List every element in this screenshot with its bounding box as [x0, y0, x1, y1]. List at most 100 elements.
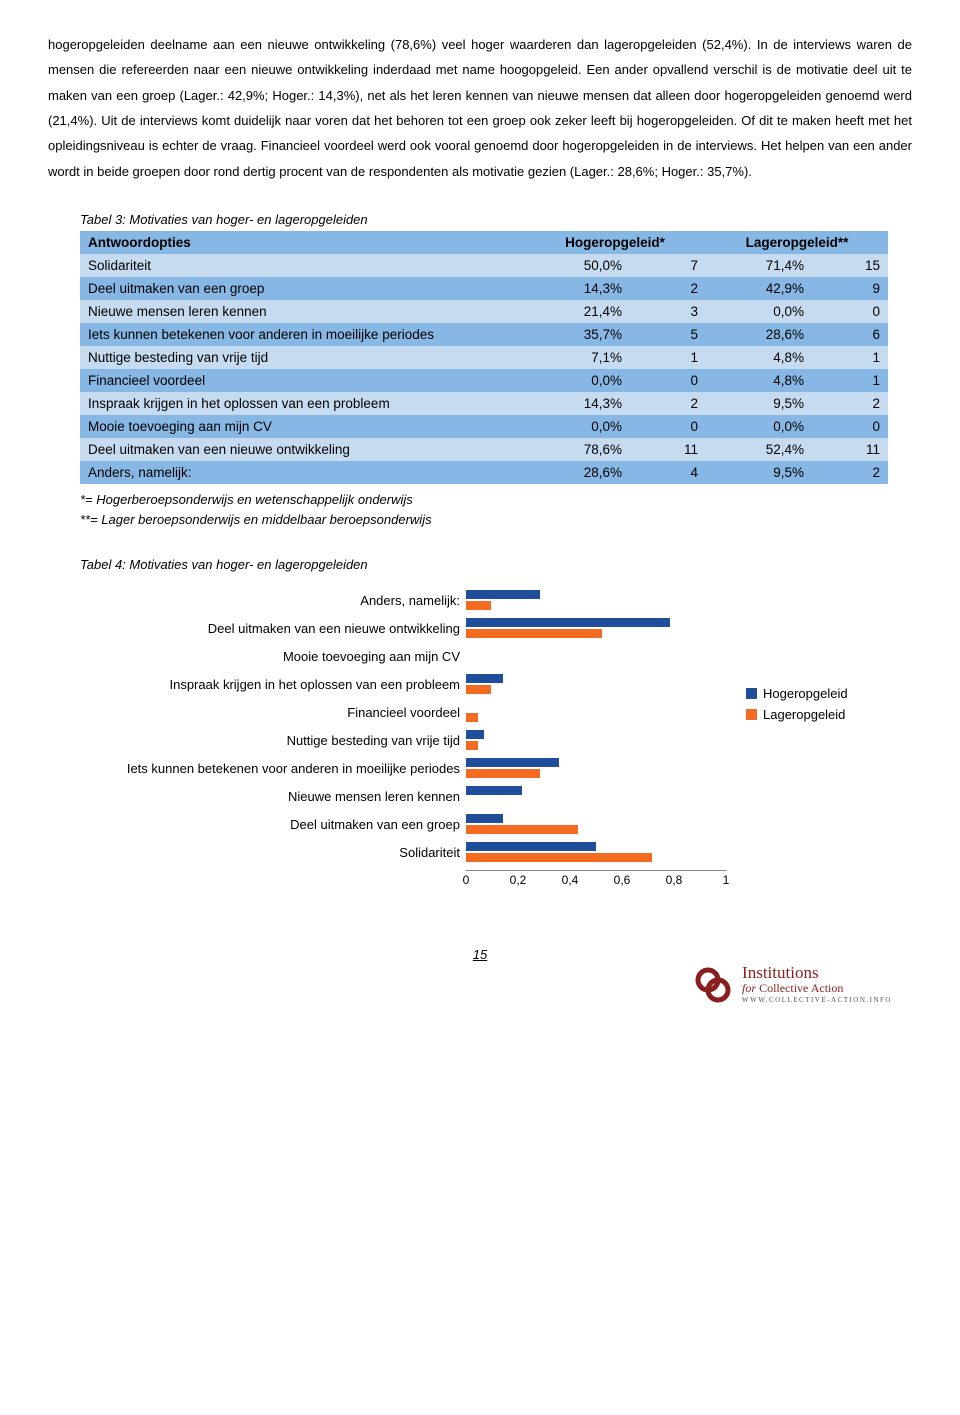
cell-hoger-n: 5: [630, 323, 706, 346]
table-3: Tabel 3: Motivaties van hoger- en lagero…: [80, 212, 888, 529]
cell-lager-n: 2: [812, 392, 888, 415]
cell-lager-pct: 0,0%: [706, 300, 812, 323]
cell-label: Inspraak krijgen in het oplossen van een…: [80, 392, 524, 415]
logo-line-3: WWW.COLLECTIVE-ACTION.INFO: [742, 997, 892, 1004]
axis-tick: 0,6: [614, 873, 631, 887]
bar-hoger: [466, 786, 522, 795]
logo-line-1: Institutions: [742, 964, 892, 982]
cell-hoger-pct: 14,3%: [524, 392, 630, 415]
cell-hoger-n: 3: [630, 300, 706, 323]
cell-hoger-pct: 28,6%: [524, 461, 630, 484]
cell-hoger-pct: 7,1%: [524, 346, 630, 369]
chart-category-label: Deel uitmaken van een groep: [290, 810, 460, 838]
legend-label-hoger: Hogeropgeleid: [763, 686, 848, 701]
cell-lager-pct: 42,9%: [706, 277, 812, 300]
cell-hoger-pct: 50,0%: [524, 254, 630, 277]
chart-x-axis: 00,20,40,60,81: [466, 870, 726, 891]
chart-category-label: Iets kunnen betekenen voor anderen in mo…: [127, 754, 460, 782]
bar-hoger: [466, 814, 503, 823]
bar-hoger: [466, 674, 503, 683]
chart-bar-group: [466, 586, 726, 614]
cell-lager-n: 11: [812, 438, 888, 461]
cell-lager-pct: 0,0%: [706, 415, 812, 438]
axis-tick: 0,2: [510, 873, 527, 887]
cell-lager-pct: 4,8%: [706, 369, 812, 392]
axis-tick: 1: [723, 873, 730, 887]
cell-lager-pct: 71,4%: [706, 254, 812, 277]
cell-lager-n: 9: [812, 277, 888, 300]
cell-hoger-pct: 14,3%: [524, 277, 630, 300]
cell-lager-n: 1: [812, 346, 888, 369]
cell-lager-n: 15: [812, 254, 888, 277]
chart-bar-group: [466, 670, 726, 698]
table-row: Iets kunnen betekenen voor anderen in mo…: [80, 323, 888, 346]
axis-tick: 0,4: [562, 873, 579, 887]
bar-lager: [466, 685, 491, 694]
cell-lager-n: 2: [812, 461, 888, 484]
chart-bar-group: [466, 754, 726, 782]
cell-hoger-pct: 78,6%: [524, 438, 630, 461]
bar-hoger: [466, 842, 596, 851]
cell-label: Deel uitmaken van een groep: [80, 277, 524, 300]
cell-lager-n: 0: [812, 300, 888, 323]
chart-bar-group: [466, 782, 726, 810]
cell-lager-pct: 28,6%: [706, 323, 812, 346]
chart-category-label: Inspraak krijgen in het oplossen van een…: [169, 670, 460, 698]
cell-label: Iets kunnen betekenen voor anderen in mo…: [80, 323, 524, 346]
cell-label: Solidariteit: [80, 254, 524, 277]
table-3-header-antwoordopties: Antwoordopties: [80, 231, 524, 254]
table-row: Deel uitmaken van een nieuwe ontwikkelin…: [80, 438, 888, 461]
chart-bar-group: [466, 726, 726, 754]
cell-lager-pct: 52,4%: [706, 438, 812, 461]
bar-lager: [466, 853, 652, 862]
chart-category-label: Deel uitmaken van een nieuwe ontwikkelin…: [208, 614, 460, 642]
chart-legend: Hogeropgeleid Lageropgeleid: [746, 686, 848, 728]
chart-bar-group: [466, 698, 726, 726]
cell-hoger-pct: 0,0%: [524, 415, 630, 438]
bar-hoger: [466, 590, 540, 599]
cell-hoger-n: 2: [630, 277, 706, 300]
table-3-caption: Tabel 3: Motivaties van hoger- en lagero…: [80, 212, 888, 227]
chart-category-label: Nieuwe mensen leren kennen: [288, 782, 460, 810]
chart-category-label: Mooie toevoeging aan mijn CV: [283, 642, 460, 670]
table-row: Nieuwe mensen leren kennen21,4%30,0%0: [80, 300, 888, 323]
bar-hoger: [466, 758, 559, 767]
cell-label: Anders, namelijk:: [80, 461, 524, 484]
cell-hoger-n: 11: [630, 438, 706, 461]
table-row: Nuttige besteding van vrije tijd7,1%14,8…: [80, 346, 888, 369]
bar-lager: [466, 769, 540, 778]
axis-tick: 0,8: [666, 873, 683, 887]
footer-logo: Institutions for Collective Action WWW.C…: [48, 934, 912, 1004]
logo-line-2: for Collective Action: [742, 982, 892, 995]
cell-hoger-pct: 21,4%: [524, 300, 630, 323]
table-row: Solidariteit50,0%771,4%15: [80, 254, 888, 277]
table-3-header-hoger: Hogeropgeleid*: [524, 231, 706, 254]
chart-category-label: Financieel voordeel: [347, 698, 460, 726]
cell-hoger-pct: 35,7%: [524, 323, 630, 346]
legend-swatch-lager: [746, 709, 757, 720]
table-row: Deel uitmaken van een groep14,3%242,9%9: [80, 277, 888, 300]
cell-label: Deel uitmaken van een nieuwe ontwikkelin…: [80, 438, 524, 461]
cell-hoger-n: 1: [630, 346, 706, 369]
table-3-footnote-1: *= Hogerberoepsonderwijs en wetenschappe…: [80, 490, 888, 510]
legend-label-lager: Lageropgeleid: [763, 707, 845, 722]
bar-lager: [466, 601, 491, 610]
cell-hoger-n: 2: [630, 392, 706, 415]
cell-lager-pct: 9,5%: [706, 392, 812, 415]
legend-swatch-hoger: [746, 688, 757, 699]
bar-lager: [466, 741, 478, 750]
cell-lager-pct: 9,5%: [706, 461, 812, 484]
chart-category-label: Nuttige besteding van vrije tijd: [287, 726, 460, 754]
table-row: Anders, namelijk:28,6%49,5%2: [80, 461, 888, 484]
cell-lager-n: 1: [812, 369, 888, 392]
cell-label: Nieuwe mensen leren kennen: [80, 300, 524, 323]
cell-hoger-pct: 0,0%: [524, 369, 630, 392]
cell-lager-n: 6: [812, 323, 888, 346]
bar-lager: [466, 629, 602, 638]
chart-bar-group: [466, 810, 726, 838]
table-3-header-lager: Lageropgeleid**: [706, 231, 888, 254]
bar-lager: [466, 713, 478, 722]
axis-tick: 0: [463, 873, 470, 887]
chart-bar-group: [466, 614, 726, 642]
cell-hoger-n: 7: [630, 254, 706, 277]
